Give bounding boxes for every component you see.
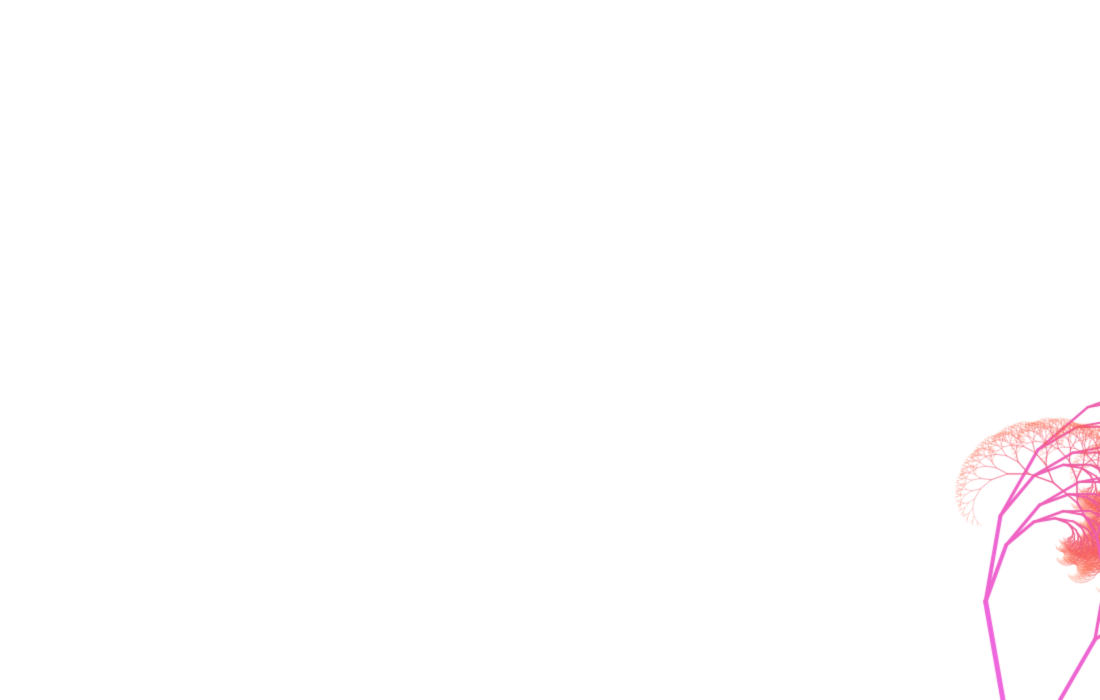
fractal-tree-canvas	[0, 0, 1100, 700]
fractal-stage	[0, 0, 1100, 700]
